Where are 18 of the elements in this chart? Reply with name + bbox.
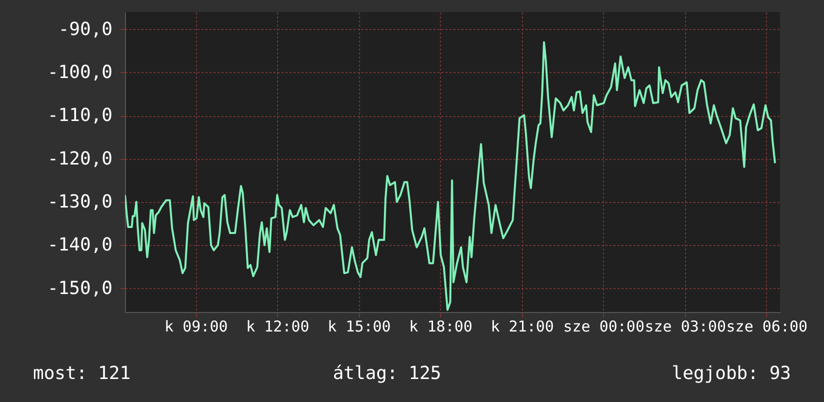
x-tick-label: sze 06:00 bbox=[726, 318, 808, 336]
x-tick-label: k 09:00 bbox=[164, 318, 228, 336]
text: átlag: 125 bbox=[332, 363, 442, 384]
x-tick-label: k 21:00 bbox=[490, 318, 554, 336]
x-tick-label: k 15:00 bbox=[328, 318, 391, 336]
y-tick-label: -110,0 bbox=[47, 105, 112, 126]
text: legjobb: 93 bbox=[672, 363, 791, 384]
y-tick-label: -130,0 bbox=[47, 191, 112, 212]
y-tick-label: -120,0 bbox=[47, 148, 112, 170]
y-tick-label: -100,0 bbox=[47, 62, 112, 83]
x-tick-label: k 12:00 bbox=[246, 318, 310, 336]
x-tick-label: sze 00:00 bbox=[563, 318, 644, 336]
x-tick-label: sze 03:00 bbox=[644, 318, 726, 336]
x-tick-label: k 18:00 bbox=[409, 318, 472, 336]
text: most: 121 bbox=[33, 363, 131, 384]
y-tick-label: -150,0 bbox=[47, 278, 112, 299]
y-tick-label: -90,0 bbox=[58, 18, 112, 40]
y-tick-label: -140,0 bbox=[47, 234, 112, 256]
